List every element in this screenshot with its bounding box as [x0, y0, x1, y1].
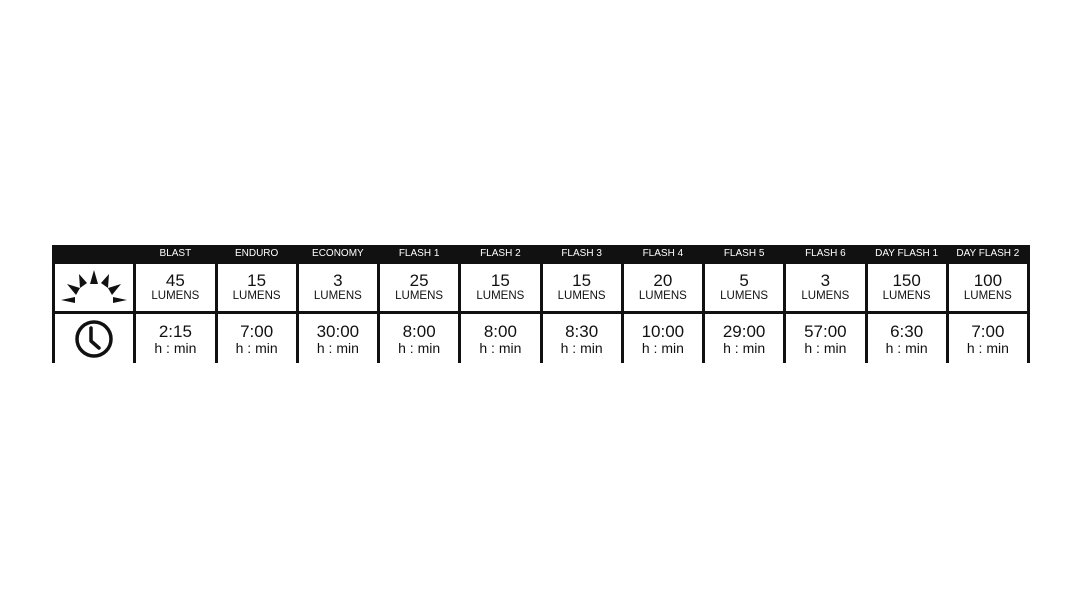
lumens-cell: 45 LUMENS [136, 264, 215, 311]
lumens-unit: LUMENS [963, 290, 1012, 303]
lumens-cell: 25 LUMENS [380, 264, 459, 311]
lumens-cell: 20 LUMENS [623, 264, 702, 311]
runtime-cell: 10:00 h : min [623, 314, 702, 363]
runtime-value: 8:30 [565, 321, 599, 341]
lumens-value: 15 [247, 271, 267, 291]
mode-header: DAY FLASH 2 [956, 247, 1020, 259]
runtime-cell: 57:00 h : min [786, 314, 865, 363]
lumens-value: 45 [165, 271, 185, 291]
runtime-value: 8:00 [402, 321, 436, 341]
runtime-unit: h : min [235, 339, 278, 356]
runtime-unit: h : min [641, 339, 684, 356]
lumens-unit: LUMENS [313, 290, 362, 303]
runtime-icon-cell [55, 314, 134, 363]
runtime-value: 7:00 [240, 321, 274, 341]
mode-header: ECONOMY [312, 247, 364, 259]
mode-header: BLAST [159, 247, 192, 259]
lumens-value: 5 [739, 271, 749, 291]
lumens-value: 20 [653, 271, 673, 291]
lumens-value: 150 [892, 271, 921, 291]
runtime-table: BLAST ENDURO ECONOMY FLASH 1 FLASH 2 FLASH 3 F… [52, 245, 1030, 363]
mode-header: FLASH 6 [805, 247, 846, 259]
runtime-unit: h : min [398, 339, 441, 356]
runtime-cell: 2:15 h : min [136, 314, 215, 363]
runtime-cell: 8:00 h : min [461, 314, 540, 363]
lumens-value: 3 [820, 271, 831, 291]
lumens-value: 15 [490, 271, 510, 291]
runtime-unit: h : min [804, 339, 847, 356]
runtime-value: 7:00 [971, 321, 1005, 341]
lumens-cell: 15 LUMENS [217, 264, 296, 311]
lumens-value: 15 [572, 271, 592, 291]
mode-header: FLASH 3 [561, 247, 602, 259]
lumens-cell: 150 LUMENS [867, 264, 946, 311]
brightness-icon-cell [55, 264, 134, 311]
runtime-value: 2:15 [158, 321, 192, 341]
runtime-cell: 7:00 h : min [948, 314, 1027, 363]
lumens-cell: 15 LUMENS [461, 264, 540, 311]
runtime-value: 29:00 [722, 321, 766, 341]
runtime-unit: h : min [154, 339, 197, 356]
runtime-value: 30:00 [316, 321, 360, 341]
runtime-cell: 8:30 h : min [542, 314, 621, 363]
lumens-unit: LUMENS [557, 290, 606, 303]
runtime-unit: h : min [316, 339, 359, 356]
runtime-cell: 30:00 h : min [298, 314, 377, 363]
runtime-unit: h : min [560, 339, 603, 356]
lumens-unit: LUMENS [151, 290, 200, 303]
header-corner [55, 245, 133, 261]
mode-header: DAY FLASH 1 [875, 247, 939, 259]
runtime-cell: 8:00 h : min [380, 314, 459, 363]
lumens-value: 3 [333, 271, 343, 291]
runtime-unit: h : min [966, 339, 1009, 356]
lumens-unit: LUMENS [395, 290, 444, 303]
runtime-cell: 29:00 h : min [705, 314, 784, 363]
sun-rays-icon [61, 269, 128, 303]
runtime-cell: 7:00 h : min [217, 314, 296, 363]
lumens-unit: LUMENS [638, 290, 687, 303]
lumens-cell: 3 LUMENS [298, 264, 377, 311]
lumens-unit: LUMENS [882, 290, 931, 303]
lumens-unit: LUMENS [801, 290, 850, 303]
lumens-value: 25 [409, 271, 429, 291]
mode-header: ENDURO [234, 247, 279, 259]
mode-header: FLASH 1 [398, 247, 440, 259]
runtime-unit: h : min [885, 339, 928, 356]
runtime-value: 8:00 [483, 321, 517, 341]
clock-icon [75, 319, 113, 358]
mode-header: FLASH 5 [723, 247, 765, 259]
runtime-value: 57:00 [804, 321, 847, 341]
mode-header: FLASH 2 [480, 247, 521, 259]
runtime-value: 10:00 [641, 321, 685, 341]
runtime-value: 6:30 [890, 321, 924, 341]
lumens-unit: LUMENS [232, 290, 281, 303]
runtime-cell: 6:30 h : min [867, 314, 946, 363]
lumens-cell: 100 LUMENS [948, 264, 1027, 311]
lumens-value: 100 [973, 271, 1003, 291]
lumens-cell: 15 LUMENS [542, 264, 621, 311]
lumens-cell: 3 LUMENS [786, 264, 865, 311]
lumens-unit: LUMENS [476, 290, 525, 303]
runtime-unit: h : min [723, 339, 766, 356]
lumens-cell: 5 LUMENS [705, 264, 784, 311]
mode-header: FLASH 4 [642, 247, 684, 259]
runtime-unit: h : min [479, 339, 522, 356]
lumens-unit: LUMENS [720, 290, 769, 303]
